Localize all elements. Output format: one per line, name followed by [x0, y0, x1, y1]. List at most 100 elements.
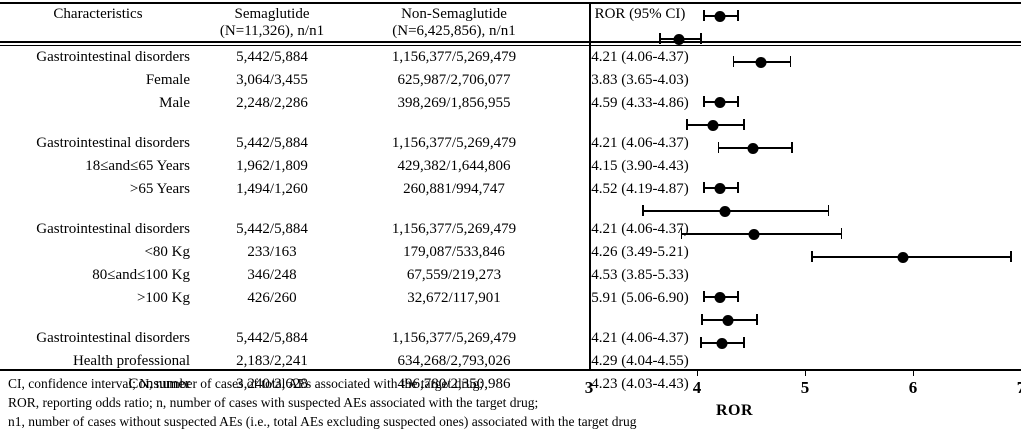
row-ror-value: 5.91 (5.06-6.90)	[591, 290, 689, 306]
row-characteristic: 18≤and≤65 Years	[85, 158, 190, 174]
row-ror-value: 4.21 (4.06-4.37)	[591, 330, 689, 346]
forest-mark	[589, 308, 1021, 331]
footnote-line: n1, number of cases without suspected AE…	[8, 414, 637, 429]
forest-mark	[589, 176, 1021, 199]
point-estimate-marker	[716, 337, 728, 349]
row-ror-value: 3.83 (3.65-4.03)	[591, 72, 689, 88]
ci-upper-cap	[736, 291, 739, 302]
point-estimate-marker	[714, 182, 726, 194]
confidence-interval-line	[811, 256, 1011, 258]
header-rule-upper	[0, 41, 1021, 43]
row-characteristic: 80≤and≤100 Kg	[92, 267, 190, 283]
ci-lower-cap	[659, 33, 661, 44]
row-nonsemaglutide-count: 1,156,377/5,269,479	[391, 221, 517, 237]
ci-lower-cap	[641, 205, 644, 216]
row-characteristic: >65 Years	[129, 181, 190, 197]
row-semaglutide-count: 5,442/5,884	[236, 49, 308, 65]
row-semaglutide-count: 2,183/2,241	[236, 353, 308, 369]
column-header-characteristics-label: Characteristics	[53, 6, 143, 22]
row-semaglutide-count: 233/163	[247, 244, 297, 260]
forest-mark	[589, 4, 1021, 27]
row-semaglutide-count: 5,442/5,884	[236, 135, 308, 151]
row-ror-value: 4.21 (4.06-4.37)	[591, 221, 689, 237]
column-header-semaglutide: Semaglutide (N=11,326), n/n1	[196, 6, 348, 39]
forest-mark	[589, 136, 1021, 159]
ci-upper-cap	[736, 10, 739, 21]
table-row: Consumer 3,240/3,628 496,780/2,350,986 4.23…	[0, 373, 1021, 396]
forest-mark	[589, 50, 1021, 73]
row-nonsemaglutide-count: 1,156,377/5,269,479	[391, 330, 517, 346]
point-estimate-marker	[714, 291, 726, 303]
row-nonsemaglutide-count: 67,559/219,273	[406, 267, 502, 283]
ci-upper-cap	[736, 182, 739, 193]
confidence-interval-line	[641, 210, 828, 212]
axis-tick-label: 5	[800, 378, 810, 397]
point-estimate-marker	[748, 228, 760, 240]
forest-mark	[589, 27, 1021, 50]
axis-tick	[589, 361, 590, 369]
table-row: >100 Kg 426/260 32,672/117,901 5.91 (5.06-6…	[0, 287, 1021, 310]
column-header-nonsemaglutide-line2: (N=6,425,856), n/n1	[392, 22, 516, 39]
row-semaglutide-count: 426/260	[247, 290, 297, 306]
row-nonsemaglutide-count: 1,156,377/5,269,479	[391, 49, 517, 65]
row-semaglutide-count: 5,442/5,884	[236, 221, 308, 237]
column-header-semaglutide-line2: (N=11,326), n/n1	[219, 22, 325, 39]
point-estimate-marker	[755, 56, 767, 68]
table-row: 80≤and≤100 Kg 346/248 67,559/219,273 4.53 (…	[0, 264, 1021, 287]
ci-upper-cap	[840, 228, 843, 239]
row-semaglutide-count: 3,064/3,455	[236, 72, 308, 88]
table-row: >65 Years 1,494/1,260 260,881/994,747 4.52 …	[0, 178, 1021, 201]
row-characteristic: Male	[159, 95, 190, 111]
forest-mark	[589, 113, 1021, 136]
point-estimate-marker	[714, 96, 726, 108]
column-header-ror: ROR (95% CI)	[560, 6, 720, 23]
point-estimate-marker	[719, 205, 731, 217]
row-ror-value: 4.26 (3.49-5.21)	[591, 244, 689, 260]
row-nonsemaglutide-count: 32,672/117,901	[407, 290, 501, 306]
row-characteristic: >100 Kg	[136, 290, 190, 306]
table-row: Gastrointestinal disorders 5,442/5,884 1,1…	[0, 132, 1021, 155]
point-estimate-marker	[707, 119, 719, 131]
table-header: Characteristics Semaglutide (N=11,326), …	[0, 4, 1021, 42]
ci-lower-cap	[703, 10, 706, 21]
forest-mark	[589, 331, 1021, 354]
ci-upper-cap	[700, 33, 702, 44]
row-ror-value: 4.23 (4.03-4.43)	[591, 376, 689, 392]
axis-tick-label: 4	[692, 378, 702, 397]
point-estimate-marker	[722, 314, 734, 326]
footnotes: CI, confidence interval; N, number of ca…	[8, 374, 637, 431]
axis-tick-label: 3	[584, 378, 594, 397]
row-nonsemaglutide-count: 625,987/2,706,077	[397, 72, 511, 88]
ci-lower-cap	[680, 228, 683, 239]
column-header-semaglutide-line1: Semaglutide	[234, 6, 310, 22]
point-estimate-marker	[747, 142, 759, 154]
row-semaglutide-count: 5,442/5,884	[236, 330, 308, 346]
ci-lower-cap	[701, 314, 703, 325]
forest-plot-area: 3 4 5 6 7 ROR	[0, 4, 1021, 419]
plot-left-axis-line	[589, 4, 591, 369]
ci-upper-cap	[827, 205, 830, 216]
table-row: Health professional 2,183/2,241 634,268/2,…	[0, 350, 1021, 373]
table-row: Gastrointestinal disorders 5,442/5,884 1,1…	[0, 46, 1021, 69]
ci-lower-cap	[703, 182, 706, 193]
row-characteristic: <80 Kg	[144, 244, 190, 260]
axis-title: ROR	[716, 402, 754, 419]
table-row: Gastrointestinal disorders 5,442/5,884 1,1…	[0, 218, 1021, 241]
ci-upper-cap	[789, 56, 792, 67]
row-characteristic: Gastrointestinal disorders	[36, 221, 190, 237]
forest-mark	[589, 245, 1021, 268]
row-characteristic: Health professional	[72, 353, 190, 369]
ci-lower-cap	[686, 119, 688, 130]
point-estimate-marker	[673, 33, 685, 45]
row-nonsemaglutide-count: 398,269/1,856,955	[397, 95, 511, 111]
row-ror-value: 4.53 (3.85-5.33)	[591, 267, 689, 283]
row-characteristic: Gastrointestinal disorders	[36, 135, 190, 151]
column-header-ror-label: ROR (95% CI)	[594, 6, 686, 22]
row-semaglutide-count: 2,248/2,286	[236, 95, 308, 111]
ci-upper-cap	[756, 314, 758, 325]
table-row: Male 2,248/2,286 398,269/1,856,955 4.59 (4.…	[0, 92, 1021, 115]
ci-upper-cap	[743, 119, 746, 130]
point-estimate-marker	[897, 251, 909, 263]
row-characteristic: Gastrointestinal disorders	[36, 330, 190, 346]
